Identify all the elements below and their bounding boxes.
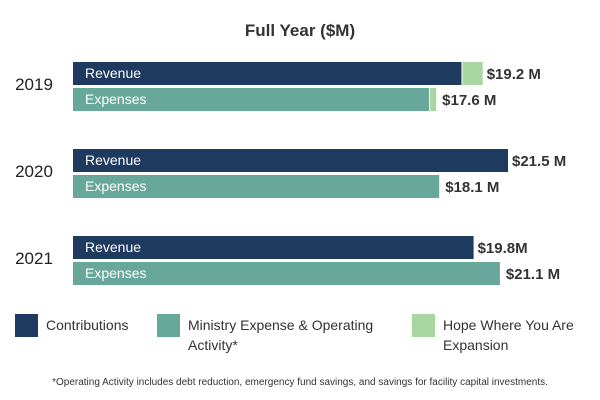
revenue-value-2021: $19.8M	[478, 240, 528, 257]
expenses-bar-label-2020: Expenses	[85, 178, 146, 194]
legend-swatch-hope_expansion	[412, 314, 435, 337]
expenses-bar-2020	[73, 175, 440, 198]
legend-swatch-ministry	[157, 314, 180, 337]
expenses-value-2019: $17.6 M	[442, 92, 496, 109]
expenses-value-2020: $18.1 M	[445, 179, 499, 196]
legend-label-ministry-line2: Activity*	[188, 337, 238, 353]
year-label-2019: 2019	[15, 75, 53, 94]
legend-label-hope_expansion: Hope Where You Are	[443, 317, 574, 333]
revenue-bar-label-2021: Revenue	[85, 239, 141, 255]
revenue-bar-2021	[73, 236, 474, 259]
expenses-bar-2019	[73, 88, 430, 111]
revenue-bar-label-2020: Revenue	[85, 152, 141, 168]
revenue-bar-2020	[73, 149, 508, 172]
footnote: *Operating Activity includes debt reduct…	[52, 377, 548, 388]
revenue-bar-label-2019: Revenue	[85, 65, 141, 81]
legend: Contributions Ministry Expense & Operatin…	[15, 314, 574, 353]
legend-label-contributions: Contributions	[46, 317, 129, 333]
chart-title: Full Year ($M)	[245, 21, 355, 40]
year-label-2021: 2021	[15, 249, 53, 268]
expenses-bar-2021	[73, 262, 500, 285]
revenue-bar-2019	[73, 62, 462, 85]
legend-label-ministry: Ministry Expense & Operating	[188, 317, 373, 333]
expenses-bar-label-2019: Expenses	[85, 91, 146, 107]
legend-label-hope_expansion-line2: Expansion	[443, 337, 508, 353]
expenses-bar-label-2021: Expenses	[85, 265, 146, 281]
bars-group: 2019 Revenue $19.2 M Expenses $17.6 M 2020 Rev…	[15, 62, 566, 285]
legend-swatch-contributions	[15, 314, 38, 337]
revenue-expansion-segment-2019	[462, 62, 483, 85]
expenses-value-2021: $21.1 M	[506, 266, 560, 283]
revenue-value-2020: $21.5 M	[512, 153, 566, 170]
revenue-value-2019: $19.2 M	[487, 66, 541, 83]
year-label-2020: 2020	[15, 162, 53, 181]
expenses-expansion-segment-2019	[430, 88, 437, 111]
